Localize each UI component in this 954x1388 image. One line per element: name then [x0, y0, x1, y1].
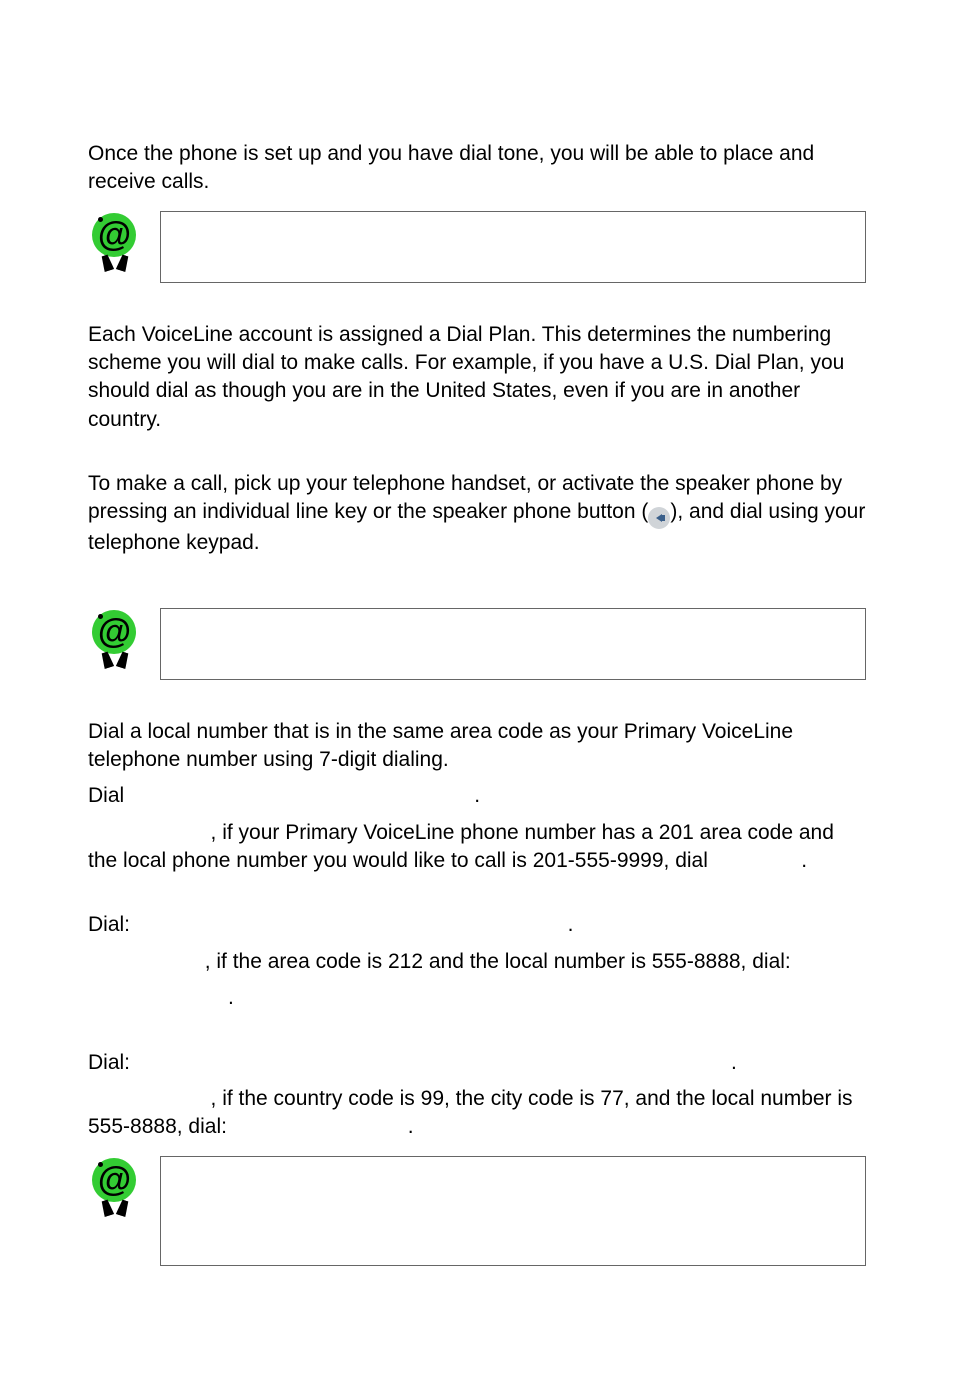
note-row-3: @ — [88, 1156, 866, 1266]
local-call-intro: Dial a local number that is in the same … — [88, 718, 866, 775]
dial3-line: Dial: . — [88, 1049, 866, 1077]
note-row-1: @ — [88, 211, 866, 283]
note-box-1 — [160, 211, 866, 283]
at-character-icon: @ — [88, 1156, 144, 1212]
local-example: , if your Primary VoiceLine phone number… — [88, 819, 866, 876]
make-call-text: To make a call, pick up your telephone h… — [88, 470, 866, 558]
note-box-2 — [160, 608, 866, 680]
dial2-line: Dial: . — [88, 911, 866, 939]
local-dial-line: Dial . — [88, 782, 866, 810]
dial3-example: , if the country code is 99, the city co… — [88, 1085, 866, 1142]
note-row-2: @ — [88, 608, 866, 680]
intro-text: Once the phone is set up and you have di… — [88, 140, 866, 197]
at-character-icon: @ — [88, 608, 144, 664]
speaker-phone-icon — [648, 507, 670, 529]
at-character-icon: @ — [88, 211, 144, 267]
dial-plan-text: Each VoiceLine account is assigned a Dia… — [88, 321, 866, 434]
note-box-3 — [160, 1156, 866, 1266]
dial2-trail: . — [88, 984, 866, 1012]
dial2-example: , if the area code is 212 and the local … — [88, 948, 866, 976]
